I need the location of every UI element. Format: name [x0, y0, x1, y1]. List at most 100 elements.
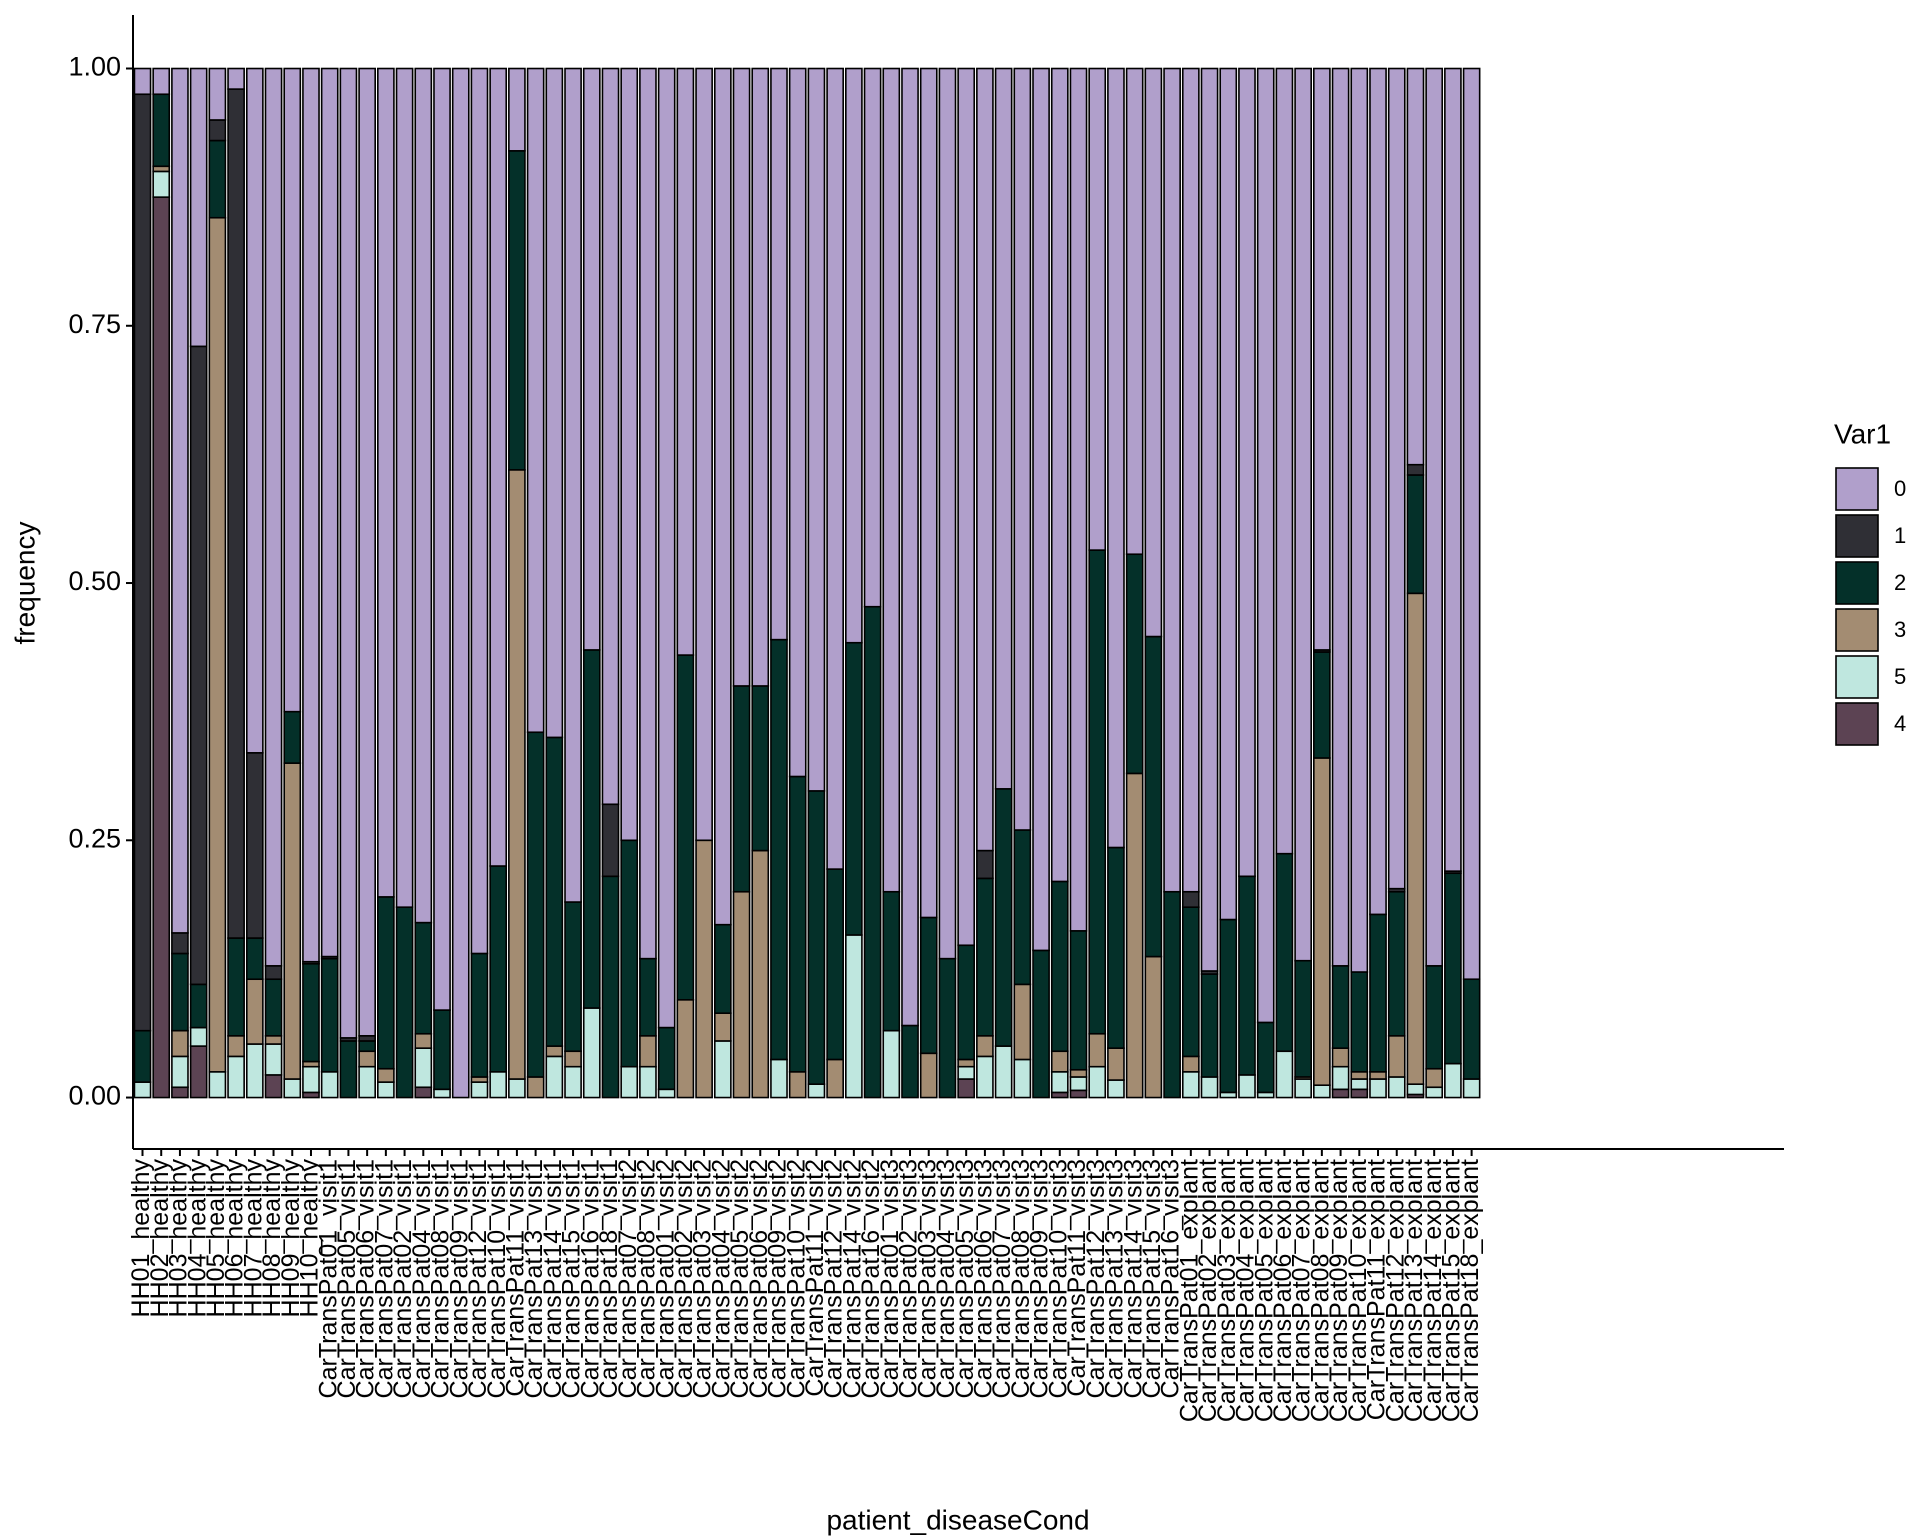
x-tick-label: CarTransPat07_visit3	[988, 1159, 1016, 1398]
bar-segment	[395, 906, 414, 1099]
bar-segment	[957, 1058, 976, 1068]
bar-segment	[227, 67, 245, 90]
bar-segment	[526, 1076, 545, 1099]
x-tick-label: CarTransPat09_explant	[1325, 1159, 1353, 1422]
bar-segment	[264, 1043, 283, 1076]
bar-segment	[264, 1035, 283, 1045]
bar-segment	[1406, 463, 1425, 476]
x-tick-label: HH10_healthy	[296, 1159, 324, 1318]
bar-segment	[1275, 852, 1294, 1053]
x-tick-label: CarTransPat06_explant	[1269, 1159, 1297, 1422]
bar-segment	[976, 1055, 994, 1099]
bar-segment	[1331, 1088, 1350, 1099]
bar-segment	[1294, 67, 1312, 962]
bar-segment	[1294, 1078, 1312, 1099]
bar-segment	[1369, 67, 1387, 916]
bar-segment	[1088, 1065, 1107, 1099]
bar-segment	[1406, 592, 1425, 1085]
bar-segment	[1387, 1076, 1406, 1099]
x-tick-label: CarTransPat02_visit3	[895, 1159, 923, 1398]
bar-segment	[1350, 1071, 1369, 1080]
bar-segment	[1013, 829, 1032, 986]
bar-segment	[582, 67, 601, 651]
x-tick-label: CarTransPat10_visit1	[483, 1159, 511, 1398]
bar-segment	[489, 865, 508, 1073]
bar-segment	[713, 67, 732, 926]
bar-segment	[133, 1081, 152, 1099]
bar-segment	[639, 1035, 657, 1068]
bar-segment	[508, 150, 526, 471]
bar-segment	[788, 1071, 807, 1099]
bar-segment	[751, 849, 770, 1099]
bar-segment	[1406, 67, 1425, 466]
bar-segment	[377, 896, 395, 1070]
bar-segment	[245, 67, 264, 754]
bar-segment	[545, 736, 564, 1047]
x-tick-label: CarTransPat12_explant	[1381, 1159, 1409, 1422]
bar-segment	[1050, 67, 1069, 883]
bar-segment	[1425, 965, 1444, 1070]
bar-segment	[713, 1040, 732, 1099]
bar-segment	[1181, 890, 1200, 908]
bar-segment	[1275, 67, 1294, 855]
bar-segment	[1088, 549, 1107, 1035]
x-tick-label: CarTransPat01_visit2	[651, 1159, 679, 1398]
bar-segment	[882, 67, 901, 893]
x-tick-label: HH01_healthy	[127, 1159, 155, 1318]
x-tick-label: CarTransPat16_visit2	[857, 1159, 885, 1398]
bar-segment	[152, 196, 171, 1099]
bar-segment	[1406, 474, 1425, 595]
x-tick-label: CarTransPat06_visit3	[970, 1159, 998, 1398]
bar-segment	[582, 1007, 601, 1099]
x-tick-label: CarTransPat01_visit1	[314, 1159, 342, 1398]
bar-segment	[377, 1081, 395, 1099]
bar-segment	[770, 1058, 788, 1099]
bar-segment	[245, 937, 264, 981]
bar-segment	[320, 1071, 339, 1099]
x-tick-label: CarTransPat05_visit3	[951, 1159, 979, 1398]
bar-segment	[788, 67, 807, 778]
bar-segment	[564, 1050, 582, 1068]
legend-label: 5	[1894, 664, 1906, 689]
x-tick-label: CarTransPat16_visit3	[1157, 1159, 1185, 1398]
bar-segment	[1144, 955, 1163, 1099]
bar-segment	[919, 67, 938, 919]
bar-segment	[601, 875, 620, 1099]
x-tick-label: CarTransPat04_visit1	[408, 1159, 436, 1398]
bar-segment	[1462, 67, 1481, 981]
y-axis-title: frequency	[9, 522, 40, 645]
x-tick-label: CarTransPat10_explant	[1344, 1159, 1372, 1422]
bar-segment	[1350, 1078, 1369, 1091]
bar-segment	[227, 1035, 245, 1058]
bar-segment	[788, 775, 807, 1073]
bar-segment	[845, 934, 863, 1099]
bar-segment	[358, 1050, 376, 1068]
bar-segment	[171, 1055, 189, 1089]
bar-segment	[508, 469, 526, 1080]
bar-segment	[526, 67, 545, 734]
bar-segment	[545, 1055, 564, 1099]
bar-segment	[545, 67, 564, 739]
bar-segment	[639, 957, 657, 1037]
bar-segment	[863, 67, 882, 608]
legend-key	[1835, 467, 1879, 511]
bar-segment	[807, 1083, 826, 1099]
bar-segment	[1107, 1079, 1125, 1099]
bar-segment	[208, 1071, 227, 1099]
bar-segment	[1313, 757, 1331, 1086]
bar-segment	[171, 1029, 189, 1058]
x-tick-label: CarTransPat10_visit2	[782, 1159, 810, 1398]
bar-segment	[1144, 635, 1163, 958]
bar-segment	[994, 788, 1013, 1047]
bar-segment	[526, 731, 545, 1078]
bar-segment	[302, 67, 320, 963]
bar-segment	[451, 67, 470, 1099]
x-tick-label: CarTransPat03_explant	[1213, 1159, 1241, 1422]
bar-segment	[1219, 67, 1238, 921]
bar-segment	[1238, 875, 1256, 1076]
bar-segment	[582, 649, 601, 1009]
x-tick-label: CarTransPat05_explant	[1250, 1159, 1278, 1422]
bar-segment	[208, 119, 227, 142]
bar-segment	[564, 1065, 582, 1099]
